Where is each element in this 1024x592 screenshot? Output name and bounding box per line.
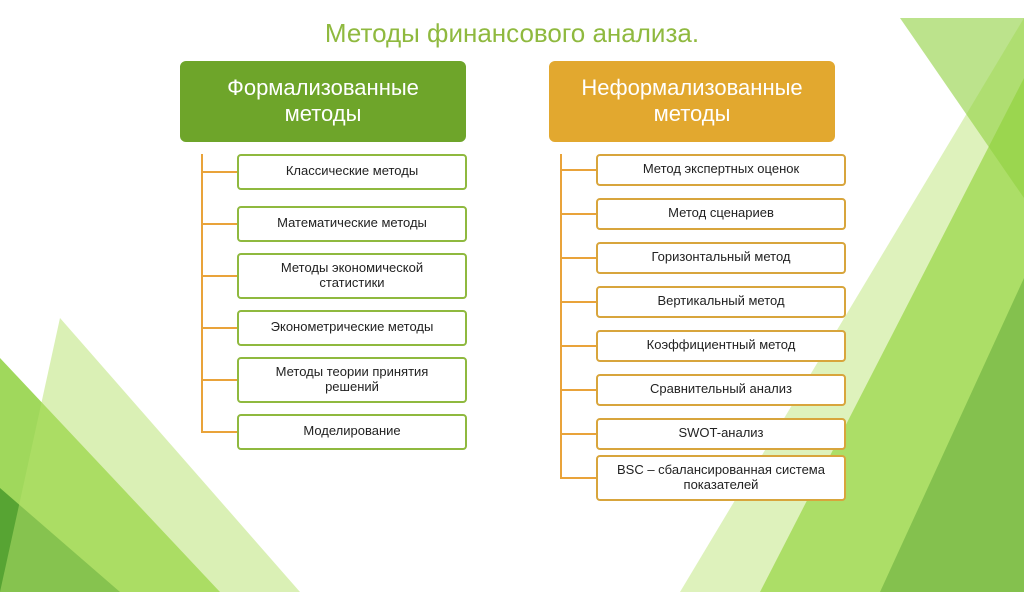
list-item: Метод экспертных оценок <box>538 154 846 186</box>
tree-branch <box>201 275 237 277</box>
item-box: SWOT-анализ <box>596 418 846 450</box>
list-item: Методы теории принятия решений <box>179 362 467 398</box>
item-box: Метод сценариев <box>596 198 846 230</box>
item-box: Коэффициентный метод <box>596 330 846 362</box>
item-box: Классические методы <box>237 154 467 190</box>
page-title: Методы финансового анализа. <box>0 18 1024 49</box>
list-item: Математические методы <box>179 206 467 242</box>
tree-branch <box>560 169 596 171</box>
list-item: Вертикальный метод <box>538 286 846 318</box>
list-item: Горизонтальный метод <box>538 242 846 274</box>
tree-branch <box>560 477 596 479</box>
item-box: Горизонтальный метод <box>596 242 846 274</box>
item-box: Метод экспертных оценок <box>596 154 846 186</box>
formalized-column: Формализованные методы Классические метод… <box>178 59 468 494</box>
tree: Классические методы Математические методы… <box>179 154 467 450</box>
list-item: Коэффициентный метод <box>538 330 846 362</box>
tree-branch <box>560 257 596 259</box>
tree: Метод экспертных оценок Метод сценариев Го… <box>538 154 846 494</box>
item-box: Математические методы <box>237 206 467 242</box>
item-box: Моделирование <box>237 414 467 450</box>
list-item: Метод сценариев <box>538 198 846 230</box>
tree-branch <box>201 223 237 225</box>
tree-branch <box>560 433 596 435</box>
columns-container: Формализованные методы Классические метод… <box>0 59 1024 494</box>
list-item: Моделирование <box>179 414 467 450</box>
tree-branch <box>560 213 596 215</box>
tree-branch <box>201 431 237 433</box>
tree-branch <box>560 389 596 391</box>
tree-branch <box>201 171 237 173</box>
list-item: Сравнительный анализ <box>538 374 846 406</box>
item-box: Методы теории принятия решений <box>237 357 467 403</box>
item-box: Сравнительный анализ <box>596 374 846 406</box>
column-header: Формализованные методы <box>178 59 468 144</box>
item-box: Методы экономической статистики <box>237 253 467 299</box>
informalized-column: Неформализованные методы Метод экспертных… <box>538 59 846 494</box>
item-box: Вертикальный метод <box>596 286 846 318</box>
column-header: Неформализованные методы <box>547 59 837 144</box>
list-item: Методы экономической статистики <box>179 258 467 294</box>
list-item: Классические методы <box>179 154 467 190</box>
list-item: Эконометрические методы <box>179 310 467 346</box>
item-box: BSC – сбалансированная система показател… <box>596 455 846 501</box>
list-item: BSC – сбалансированная система показател… <box>538 462 846 494</box>
tree-branch <box>201 327 237 329</box>
tree-branch <box>201 379 237 381</box>
item-box: Эконометрические методы <box>237 310 467 346</box>
list-item: SWOT-анализ <box>538 418 846 450</box>
tree-branch <box>560 301 596 303</box>
tree-branch <box>560 345 596 347</box>
